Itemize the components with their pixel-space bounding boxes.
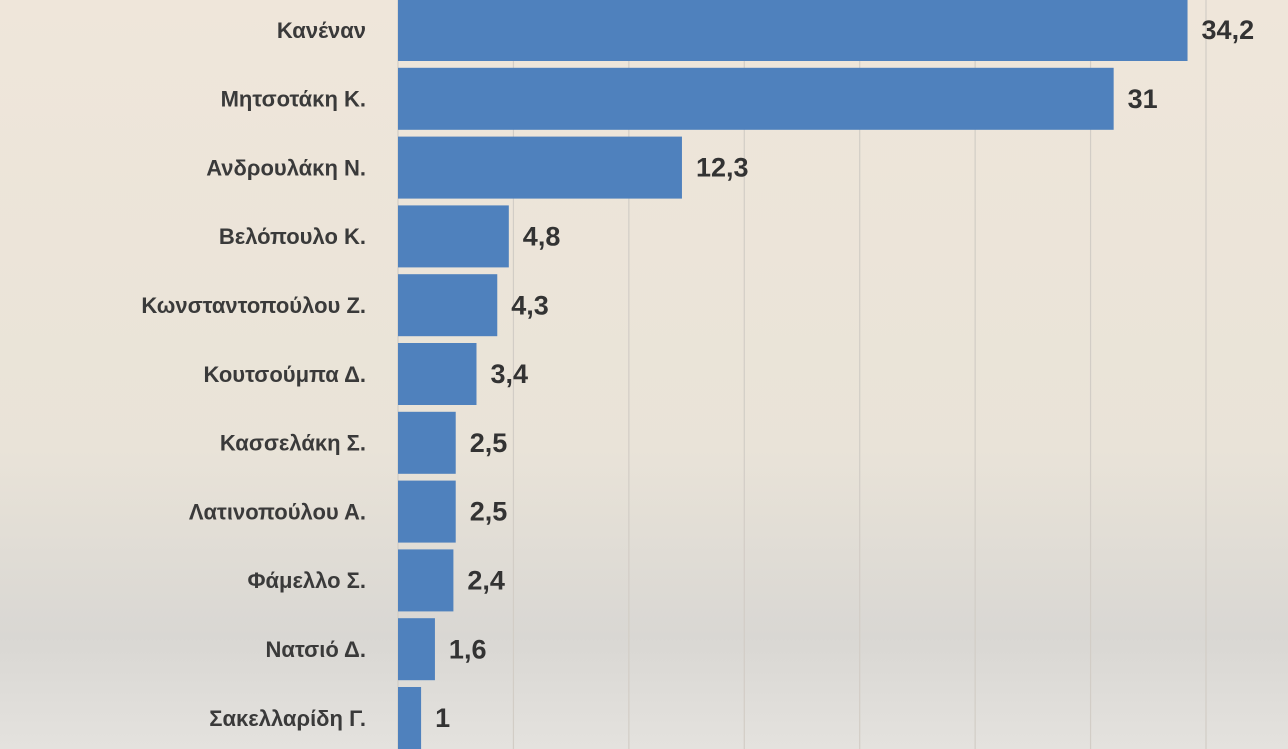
category-label: Νατσιό Δ. xyxy=(266,637,366,662)
category-label: Φάμελλο Σ. xyxy=(247,568,366,593)
bar xyxy=(398,67,1114,130)
category-label: Μητσοτάκη Κ. xyxy=(221,87,366,112)
value-label: 34,2 xyxy=(1202,15,1255,45)
value-label: 2,4 xyxy=(467,566,505,596)
bar xyxy=(398,274,498,337)
category-label: Κωνσταντοπούλου Ζ. xyxy=(141,293,366,318)
value-label: 31 xyxy=(1128,84,1158,114)
value-label: 2,5 xyxy=(470,428,508,458)
value-label: 1 xyxy=(435,703,450,733)
bar xyxy=(398,687,422,749)
bar xyxy=(398,549,454,612)
category-label: Κασσελάκη Σ. xyxy=(220,431,366,456)
value-label: 12,3 xyxy=(696,153,749,183)
value-label: 4,8 xyxy=(523,222,561,252)
bar xyxy=(398,343,477,405)
bar xyxy=(398,205,509,268)
category-label: Κανέναν xyxy=(277,18,366,43)
value-label: 1,6 xyxy=(449,634,487,664)
bar xyxy=(398,618,435,681)
category-label: Σακελλαρίδη Γ. xyxy=(209,706,366,731)
bar xyxy=(398,136,682,199)
bar xyxy=(398,411,456,474)
category-label: Βελόπουλο Κ. xyxy=(219,224,366,249)
value-label: 3,4 xyxy=(490,359,528,389)
bar xyxy=(398,480,456,543)
value-label: 4,3 xyxy=(511,290,549,320)
category-label: Κουτσούμπα Δ. xyxy=(203,362,366,387)
category-label: Λατινοπούλου Α. xyxy=(189,499,366,524)
bar xyxy=(398,0,1188,61)
value-label: 2,5 xyxy=(470,497,508,527)
category-label: Ανδρουλάκη Ν. xyxy=(206,155,366,180)
